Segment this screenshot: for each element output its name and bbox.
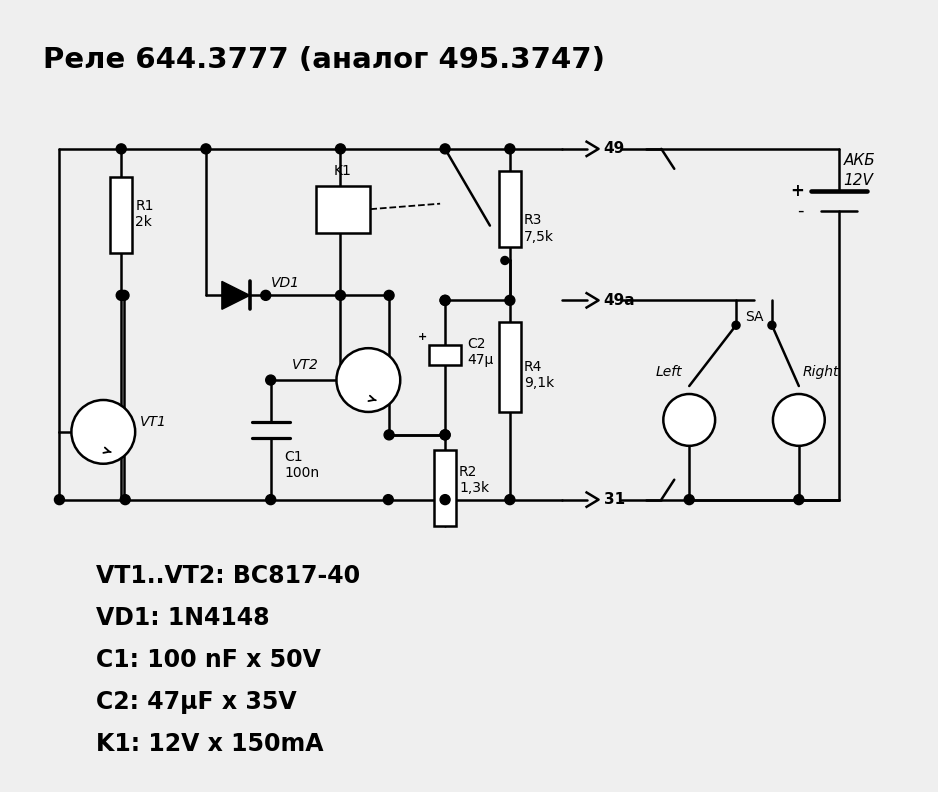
Circle shape [768,322,776,329]
Circle shape [440,430,450,440]
Text: R3
7,5k: R3 7,5k [523,214,553,244]
Circle shape [505,495,515,505]
Text: VT1: VT1 [140,415,167,429]
Circle shape [732,322,740,329]
Text: Реле 644.3777 (аналог 495.3747): Реле 644.3777 (аналог 495.3747) [43,46,606,74]
Circle shape [265,495,276,505]
Bar [315,186,371,233]
Text: +: + [790,181,804,200]
Circle shape [440,495,450,505]
Circle shape [336,144,345,154]
Circle shape [116,291,127,300]
Text: C2
47μ: C2 47μ [467,337,493,367]
Text: VD1: 1N4148: VD1: 1N4148 [97,606,270,630]
Text: R2
1,3k: R2 1,3k [459,465,489,495]
Text: VT1..VT2: BC817-40: VT1..VT2: BC817-40 [97,565,360,588]
Text: Right: Right [803,365,839,379]
Circle shape [684,495,694,505]
Circle shape [201,144,211,154]
Text: АКБ: АКБ [843,153,875,168]
Text: C2: 47μF x 35V: C2: 47μF x 35V [97,690,297,714]
Circle shape [384,495,393,505]
Text: Left: Left [656,365,683,379]
Circle shape [773,394,825,446]
Text: K1: K1 [334,164,352,177]
Text: 49: 49 [603,141,625,156]
Text: SA: SA [745,310,764,324]
Text: R1
2k: R1 2k [135,199,154,229]
Circle shape [440,295,450,306]
Bar [111,177,132,253]
Circle shape [71,400,135,464]
Circle shape [794,495,804,505]
Text: VD1: VD1 [271,276,300,291]
Text: 12V: 12V [843,173,873,188]
Circle shape [663,394,715,446]
Text: 49a: 49a [603,293,635,308]
Text: -: - [797,202,804,219]
Text: R4
9,1k: R4 9,1k [523,360,554,390]
Text: 31: 31 [603,492,625,507]
Circle shape [505,144,515,154]
Circle shape [384,430,394,440]
Circle shape [265,375,276,385]
Circle shape [54,495,65,505]
Polygon shape [222,281,250,310]
Text: VT2: VT2 [292,358,319,372]
Circle shape [336,291,345,300]
Bar [434,450,456,526]
Text: C1
100n: C1 100n [284,450,320,480]
Bar [499,171,521,246]
Circle shape [440,430,450,440]
Text: +: + [418,332,427,342]
Text: K1: 12V x 150mA: K1: 12V x 150mA [97,732,324,756]
Circle shape [501,257,508,265]
Bar [499,322,521,412]
Circle shape [384,291,394,300]
Circle shape [261,291,271,300]
Circle shape [119,291,129,300]
Text: C1: 100 nF x 50V: C1: 100 nF x 50V [97,648,321,672]
Circle shape [441,145,449,153]
Circle shape [120,495,130,505]
Bar [430,345,461,365]
Circle shape [505,295,515,306]
Circle shape [440,295,450,306]
Circle shape [116,144,127,154]
Circle shape [440,144,450,154]
Circle shape [337,348,401,412]
